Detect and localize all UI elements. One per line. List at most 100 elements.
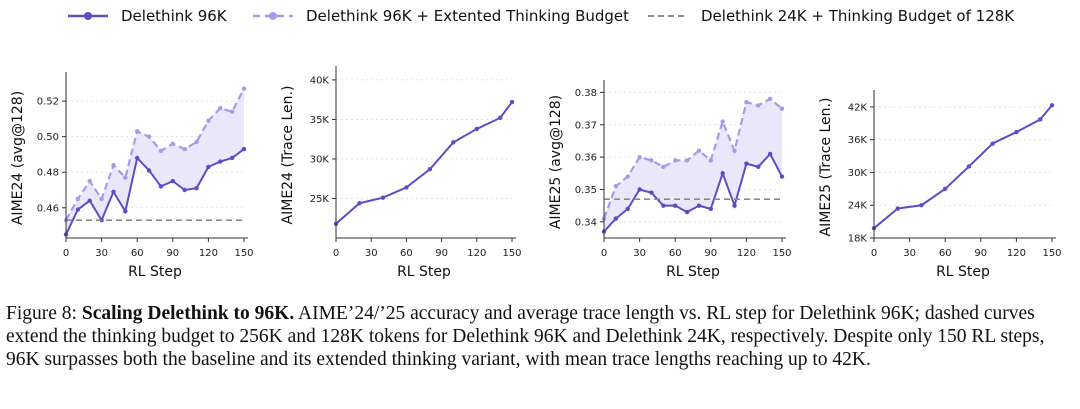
data-point-solid xyxy=(708,206,713,212)
figure-caption: Figure 8: Scaling Delethink to 96K. AIME… xyxy=(6,302,1074,371)
data-point-dashed xyxy=(637,154,642,160)
data-point-solid xyxy=(111,189,116,194)
data-point-solid xyxy=(241,146,247,152)
x-tick-label: 90 xyxy=(974,248,987,259)
legend-item: Delethink 96K + Extented Thinking Budget xyxy=(253,7,629,25)
data-point-dashed xyxy=(218,106,223,111)
data-point-solid xyxy=(756,164,761,170)
x-tick-label: 90 xyxy=(704,248,717,259)
data-point-dashed xyxy=(241,86,247,91)
x-tick-label: 150 xyxy=(772,248,791,259)
y-tick-label: 30K xyxy=(310,154,330,165)
data-point-solid xyxy=(613,216,619,221)
data-point-solid xyxy=(158,184,164,189)
x-axis-label: RL Step xyxy=(128,264,182,280)
data-point-solid xyxy=(779,174,785,179)
series-line-solid xyxy=(65,148,245,235)
x-tick-label: 150 xyxy=(234,248,253,259)
data-point-solid xyxy=(637,187,642,192)
data-point-solid xyxy=(451,140,456,145)
y-tick-label: 0.35 xyxy=(575,185,597,196)
data-point-dashed xyxy=(229,109,235,114)
y-tick-label: 42K xyxy=(848,102,868,113)
series-line-solid xyxy=(603,152,783,233)
legend-marker xyxy=(84,12,92,20)
data-point-dashed xyxy=(720,119,725,124)
legend-label: Delethink 96K xyxy=(121,7,228,25)
x-tick-label: 30 xyxy=(95,248,108,259)
data-point-dashed xyxy=(625,174,630,179)
data-point-solid xyxy=(170,178,175,184)
data-point-solid xyxy=(194,186,199,191)
data-point-solid xyxy=(206,164,211,170)
data-point-dashed xyxy=(111,162,116,168)
y-tick-label: 0.46 xyxy=(37,203,59,214)
data-point-solid xyxy=(498,115,503,121)
y-tick-label: 0.34 xyxy=(575,217,597,228)
data-point-solid xyxy=(990,141,995,146)
legend: Delethink 96K Delethink 96K + Extented Th… xyxy=(68,7,1015,25)
data-point-solid xyxy=(661,203,666,208)
data-point-solid xyxy=(229,155,235,161)
y-tick-label: 30K xyxy=(848,168,868,179)
data-point-solid xyxy=(404,185,409,190)
data-point-dashed xyxy=(123,175,128,180)
x-tick-label: 30 xyxy=(365,248,378,259)
data-point-solid xyxy=(474,126,479,132)
figure: Delethink 96K Delethink 96K + Extented Th… xyxy=(10,7,1062,280)
chart-panels: 0 30 60 90 120 150 0.46 0.48 0.50 0.52 RL Step AIME… xyxy=(10,66,1062,280)
x-tick-label: 90 xyxy=(166,248,179,259)
data-point-dashed xyxy=(744,99,749,105)
x-tick-label: 60 xyxy=(131,248,144,259)
data-point-solid xyxy=(684,209,690,215)
data-point-solid xyxy=(182,187,187,193)
y-tick-label: 0.37 xyxy=(575,120,597,131)
x-tick-label: 120 xyxy=(737,248,756,259)
data-point-dashed xyxy=(146,134,152,139)
data-point-dashed xyxy=(135,129,140,134)
x-tick-label: 150 xyxy=(502,248,521,259)
y-tick-label: 0.52 xyxy=(37,97,59,108)
y-tick-label: 0.50 xyxy=(37,132,59,143)
data-point-solid xyxy=(1049,103,1055,108)
caption-text: AIME’24/’25 accuracy and average trace l… xyxy=(6,303,1045,370)
x-tick-label: 60 xyxy=(400,248,413,259)
legend-label: Delethink 96K + Extented Thinking Budget xyxy=(306,7,629,25)
data-point-solid xyxy=(380,195,386,200)
x-tick-label: 60 xyxy=(939,248,952,259)
data-point-dashed xyxy=(756,103,761,108)
y-tick-label: 35K xyxy=(310,115,330,126)
x-tick-label: 30 xyxy=(903,248,916,259)
series-line-dashed xyxy=(602,97,783,219)
x-axis-label: RL Step xyxy=(936,264,990,280)
data-point-solid xyxy=(673,203,678,208)
chart-panel-4: 0 30 60 90 120 150 18K 24K 30K 36K 42K RL Step AIME2… xyxy=(818,90,1062,280)
legend-marker xyxy=(269,12,277,20)
y-tick-label: 25K xyxy=(310,194,330,205)
x-axis-label: RL Step xyxy=(397,264,451,280)
data-point-dashed xyxy=(158,148,164,154)
x-tick-label: 0 xyxy=(333,248,339,259)
data-point-dashed xyxy=(99,196,104,202)
y-axis-label: AIME25 (Trace Len.) xyxy=(818,98,834,237)
data-point-dashed xyxy=(732,148,737,153)
data-point-solid xyxy=(75,207,81,212)
x-tick-label: 120 xyxy=(1007,248,1026,259)
data-point-dashed xyxy=(767,96,773,102)
data-point-solid xyxy=(720,171,725,176)
y-tick-label: 40K xyxy=(310,75,330,86)
y-tick-label: 0.36 xyxy=(575,153,597,164)
data-point-solid xyxy=(1014,129,1019,135)
data-point-solid xyxy=(732,203,737,208)
series-line-solid xyxy=(873,104,1053,229)
y-tick-label: 18K xyxy=(848,234,868,245)
data-point-dashed xyxy=(661,164,666,170)
x-tick-label: 30 xyxy=(633,248,646,259)
data-point-solid xyxy=(1037,117,1043,122)
shaded-gap-area xyxy=(604,98,782,232)
x-tick-label: 60 xyxy=(669,248,682,259)
x-tick-label: 0 xyxy=(871,248,877,259)
legend-item: Delethink 24K + Thinking Budget of 128K xyxy=(648,7,1015,25)
caption-title: Scaling Delethink to 96K. xyxy=(81,303,295,324)
data-point-solid xyxy=(649,190,654,195)
